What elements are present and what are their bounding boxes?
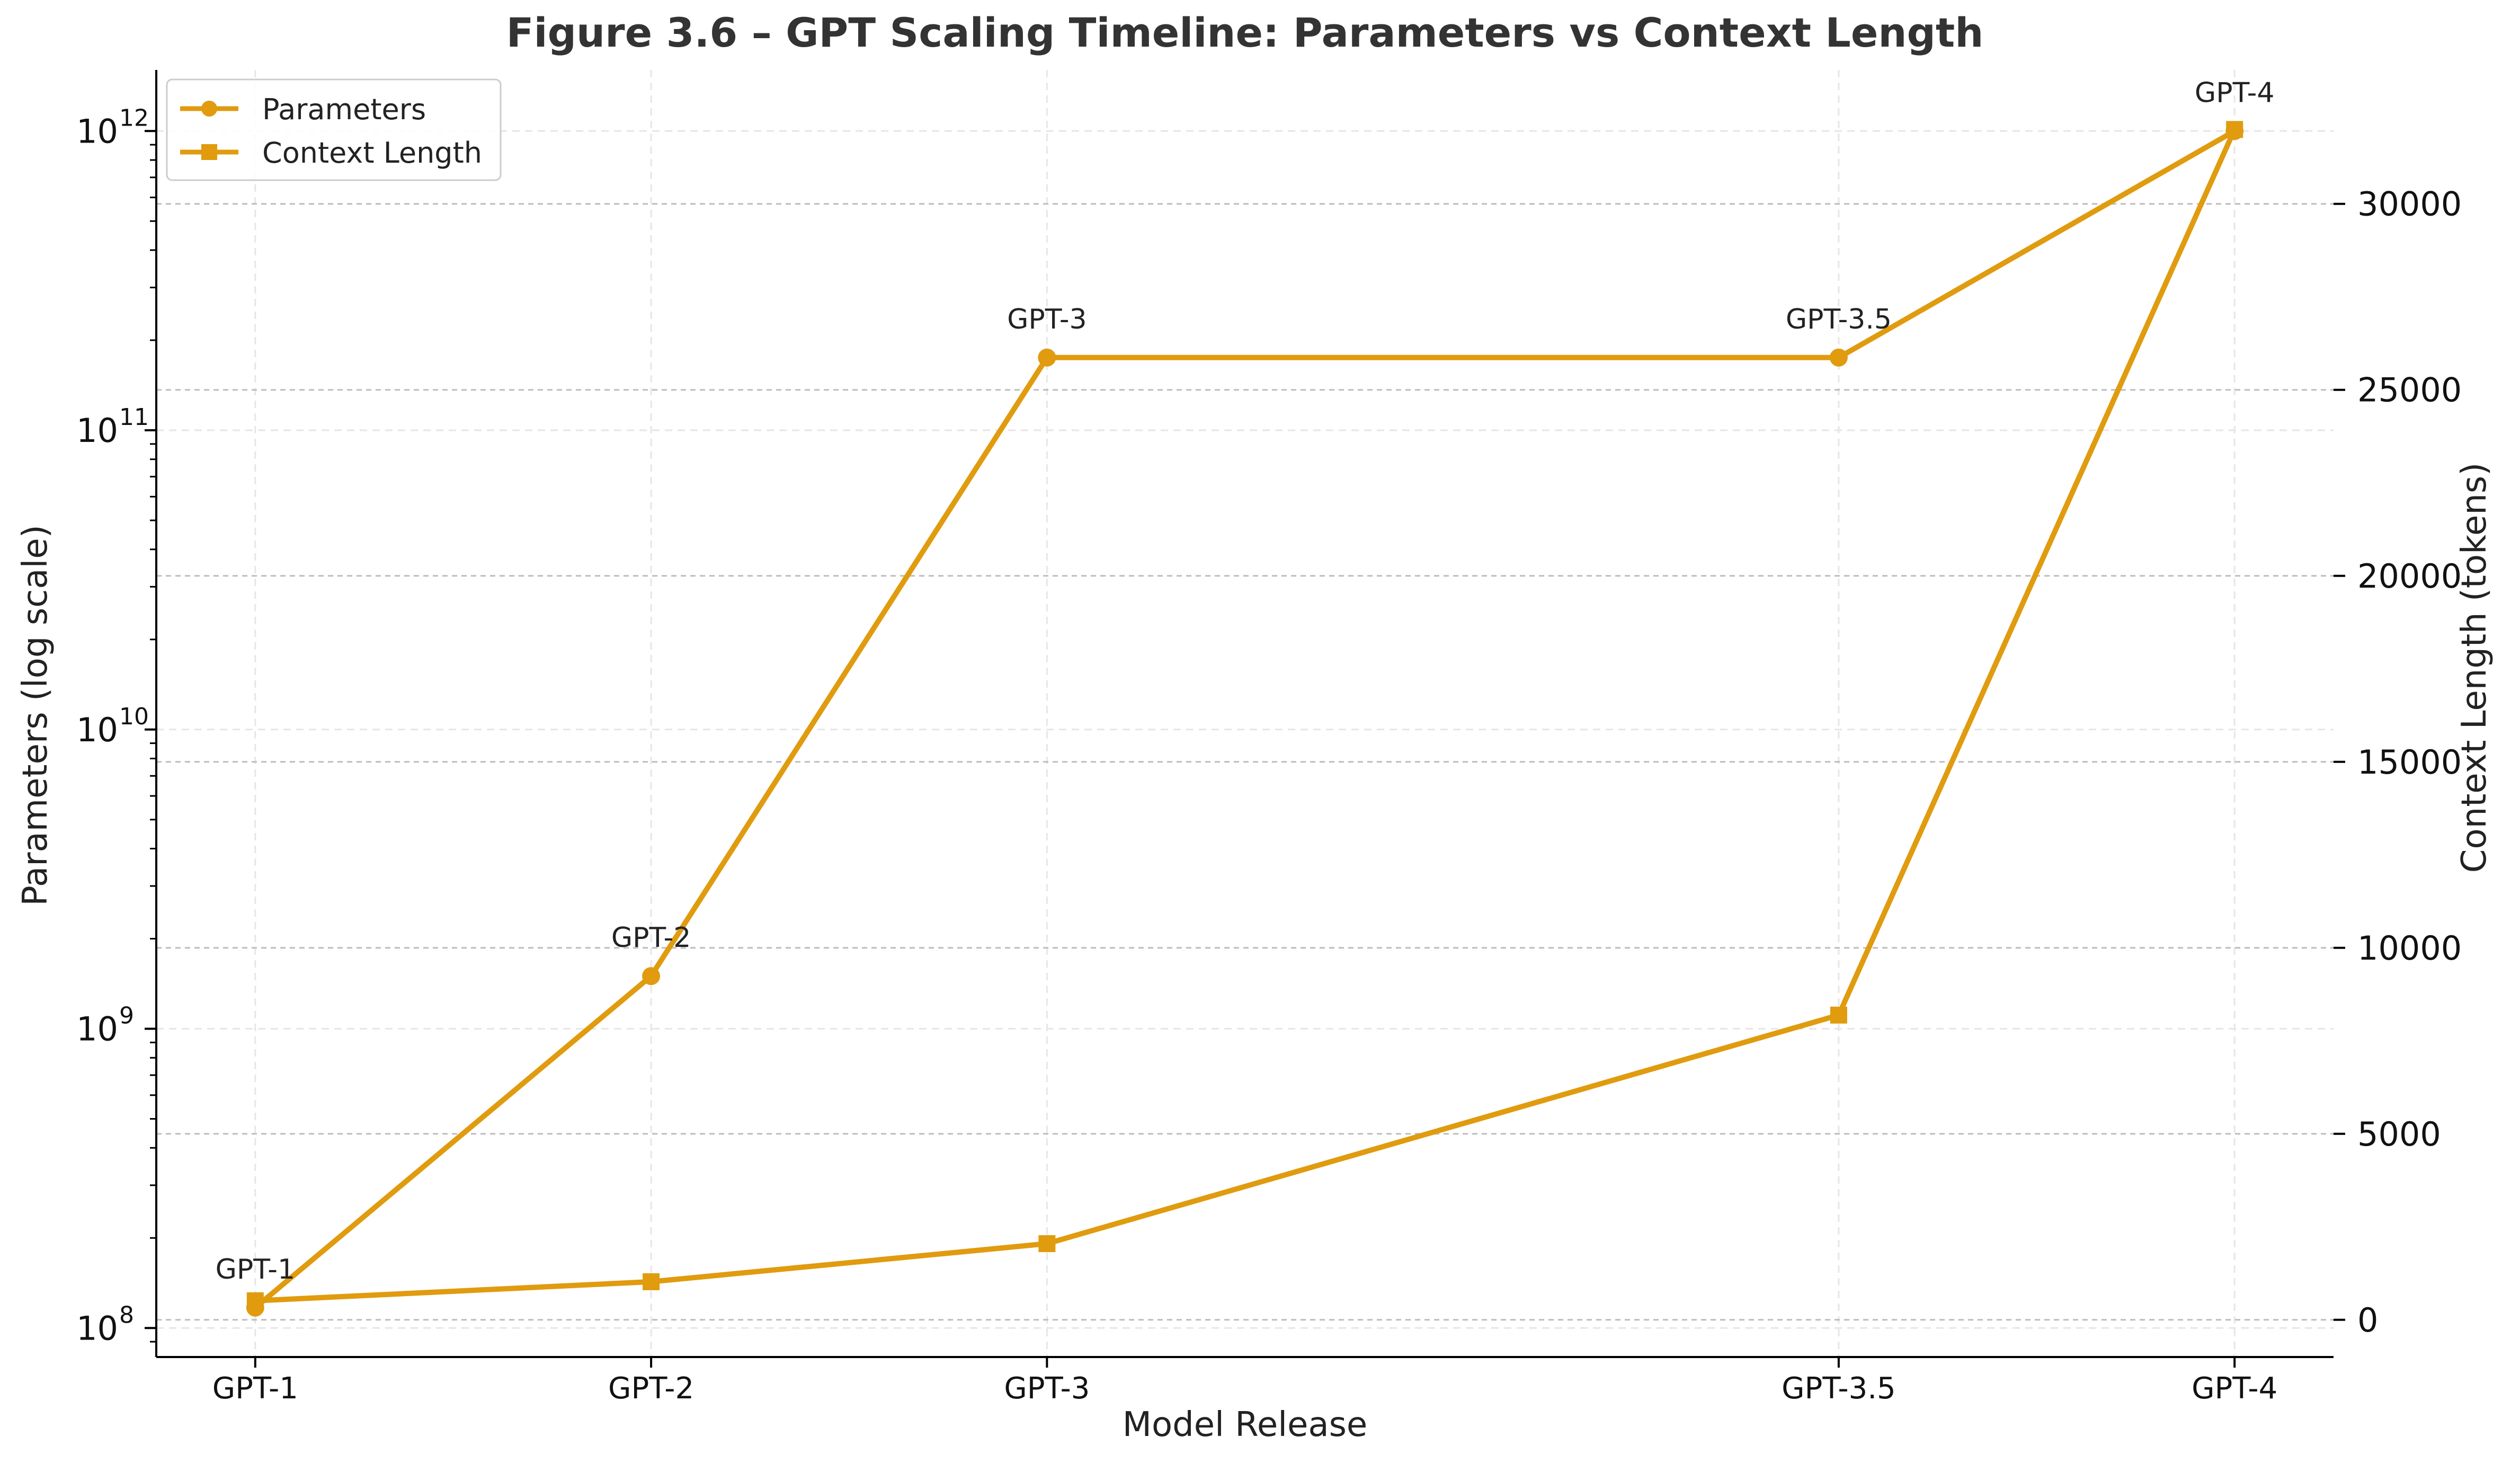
- y2-tick-label: 0: [2357, 1301, 2378, 1340]
- annotation-layer: GPT-1 GPT-2 GPT-3 GPT-3.5 GPT-4: [216, 77, 2275, 1285]
- x-tick-label: GPT-1: [212, 1371, 298, 1406]
- series-line-parameters: [252, 128, 2238, 1310]
- legend-entry-context-length: Context Length: [180, 136, 482, 170]
- x-tick-label: GPT-2: [608, 1371, 694, 1406]
- series-layer: [246, 121, 2244, 1317]
- spine-layer: [155, 70, 2334, 1358]
- data-point-parameters: [1829, 348, 1848, 367]
- y-tick-label: 10: [76, 411, 118, 450]
- legend-marker-parameters: [201, 101, 217, 117]
- x-tick-label: GPT-3: [1004, 1371, 1090, 1406]
- y-tick-label: 10: [76, 711, 118, 749]
- y2-tick-label: 5000: [2357, 1115, 2441, 1154]
- y-tick-label: 10: [76, 1309, 118, 1347]
- y-tick-exponent: 12: [119, 104, 149, 131]
- y2-tick-label: 15000: [2357, 743, 2462, 782]
- legend: Parameters Context Length: [166, 78, 502, 181]
- data-point-parameters: [1038, 348, 1056, 367]
- legend-label-parameters: Parameters: [262, 93, 426, 126]
- point-annotation: GPT-3.5: [1786, 304, 1892, 335]
- y2-tick-label: 20000: [2357, 557, 2462, 596]
- y-tick-label: 10: [76, 1010, 118, 1049]
- y-tick-exponent: 11: [119, 404, 149, 431]
- legend-label-context-length: Context Length: [262, 136, 482, 170]
- x-tick-label: GPT-4: [2192, 1371, 2277, 1406]
- grid-layer: [156, 70, 2334, 1357]
- data-point-context-length: [643, 1273, 660, 1290]
- chart-title: Figure 3.6 – GPT Scaling Timeline: Param…: [506, 9, 1984, 56]
- series-line-context-length: [252, 127, 2238, 1304]
- y-tick-exponent: 8: [119, 1301, 134, 1328]
- data-point-parameters: [642, 967, 661, 986]
- data-point-context-length: [1830, 1006, 1847, 1024]
- legend-entry-parameters: Parameters: [180, 93, 426, 126]
- point-annotation: GPT-3: [1007, 304, 1087, 335]
- point-annotation: GPT-2: [611, 922, 691, 954]
- y2-tick-label: 10000: [2357, 929, 2462, 968]
- data-point-context-length: [246, 1292, 264, 1309]
- x-axis-label: Model Release: [1123, 1405, 1368, 1444]
- y-axis-label: Parameters (log scale): [16, 525, 55, 906]
- y2-axis-label: Context Length (tokens): [2455, 463, 2494, 873]
- y-tick-label: 10: [76, 112, 118, 150]
- y-tick-exponent: 10: [119, 703, 149, 730]
- point-annotation: GPT-4: [2195, 77, 2275, 109]
- data-point-context-length: [1038, 1235, 1056, 1253]
- legend-marker-context-length: [201, 144, 217, 160]
- x-tick-label: GPT-3.5: [1782, 1371, 1896, 1406]
- y-tick-exponent: 9: [119, 1003, 134, 1030]
- data-point-context-length: [2226, 121, 2243, 138]
- legend-frame: [166, 78, 502, 181]
- point-annotation: GPT-1: [216, 1254, 296, 1285]
- y2-tick-label: 30000: [2357, 185, 2462, 224]
- y2-tick-label: 25000: [2357, 371, 2462, 410]
